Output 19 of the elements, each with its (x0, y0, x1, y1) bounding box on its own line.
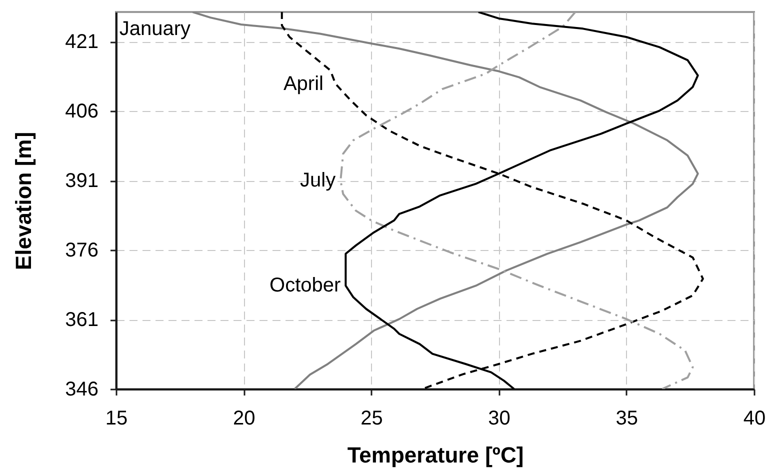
series-label: July (300, 170, 336, 192)
series-label: October (270, 274, 342, 297)
y-tick-label: 421 (65, 31, 98, 54)
y-axis-title: Elevation [m] (11, 132, 36, 270)
x-axis-title: Temperature [ºC] (347, 442, 524, 468)
y-tick-label: 406 (65, 100, 98, 123)
x-tick-label: 20 (232, 408, 256, 430)
x-tick-label: 30 (488, 408, 510, 430)
series-label: January (119, 18, 191, 40)
x-tick-label: 35 (616, 408, 638, 430)
x-tick-label: 40 (743, 408, 766, 430)
x-tick-label: 25 (360, 408, 383, 430)
series-label: April (283, 72, 324, 95)
y-tick-label: 391 (65, 170, 98, 192)
y-tick-label: 376 (65, 240, 98, 262)
x-tick-label: 15 (105, 408, 128, 430)
y-tick-label: 346 (65, 378, 98, 400)
line-series (192, 12, 699, 389)
y-tick-label: 361 (65, 309, 98, 332)
